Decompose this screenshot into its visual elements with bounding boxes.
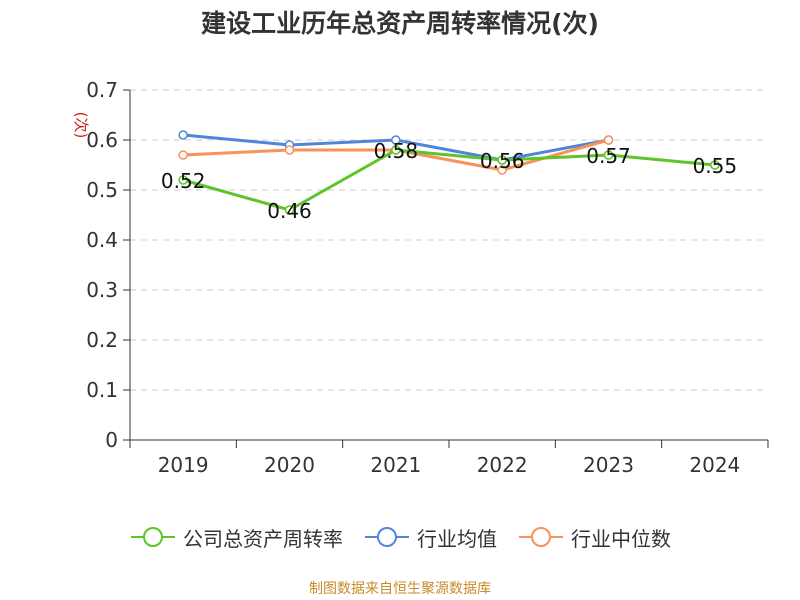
chart-title: 建设工业历年总资产周转率情况(次)	[201, 9, 599, 38]
x-tick-label: 2019	[158, 453, 209, 477]
source-note: 制图数据来自恒生聚源数据库	[309, 581, 491, 597]
legend-item[interactable]: 行业均值	[363, 523, 497, 552]
y-tick-label: 0.1	[86, 378, 118, 402]
data-label: 0.57	[586, 144, 631, 168]
data-label: 0.46	[267, 199, 312, 223]
legend-label: 公司总资产周转率	[183, 526, 343, 551]
x-tick-label: 2021	[370, 453, 421, 477]
data-point	[497, 155, 507, 165]
data-point	[391, 145, 401, 155]
legend-item[interactable]: 公司总资产周转率	[129, 523, 343, 552]
chart-legend: 公司总资产周转率 行业均值 行业中位数	[0, 521, 800, 553]
data-label: 0.56	[480, 149, 525, 173]
y-tick-label: 0.6	[86, 128, 118, 152]
x-tick-label: 2022	[477, 453, 528, 477]
data-point	[603, 135, 614, 145]
legend-label: 行业中位数	[571, 526, 671, 551]
y-tick-label: 0.7	[86, 78, 118, 102]
data-point	[178, 130, 188, 140]
data-label: 0.58	[374, 139, 419, 163]
legend-label: 行业均值	[417, 526, 497, 551]
y-tick-label: 0.3	[86, 278, 118, 302]
data-point	[178, 150, 188, 160]
y-tick-label: 0	[105, 428, 118, 452]
legend-item[interactable]: 行业中位数	[517, 523, 671, 552]
data-point	[603, 150, 614, 160]
y-tick-label: 0.4	[86, 228, 118, 252]
x-tick-label: 2023	[583, 453, 634, 477]
y-tick-label: 0.2	[86, 328, 118, 352]
data-point	[391, 135, 401, 145]
data-label: 0.52	[161, 169, 206, 193]
x-tick-label: 2020	[264, 453, 315, 477]
circle-line-icon	[519, 527, 563, 547]
data-point	[710, 160, 720, 170]
y-axis-label: (次)	[72, 112, 90, 139]
circle-line-icon	[131, 527, 175, 547]
series-line	[182, 148, 715, 212]
data-point	[497, 165, 507, 175]
circle-line-icon	[365, 527, 409, 547]
x-tick-label: 2024	[689, 453, 740, 477]
data-point	[284, 205, 295, 215]
data-point	[284, 145, 295, 155]
data-label: 0.55	[693, 154, 738, 178]
y-tick-label: 0.5	[86, 178, 118, 202]
data-point	[178, 175, 188, 185]
